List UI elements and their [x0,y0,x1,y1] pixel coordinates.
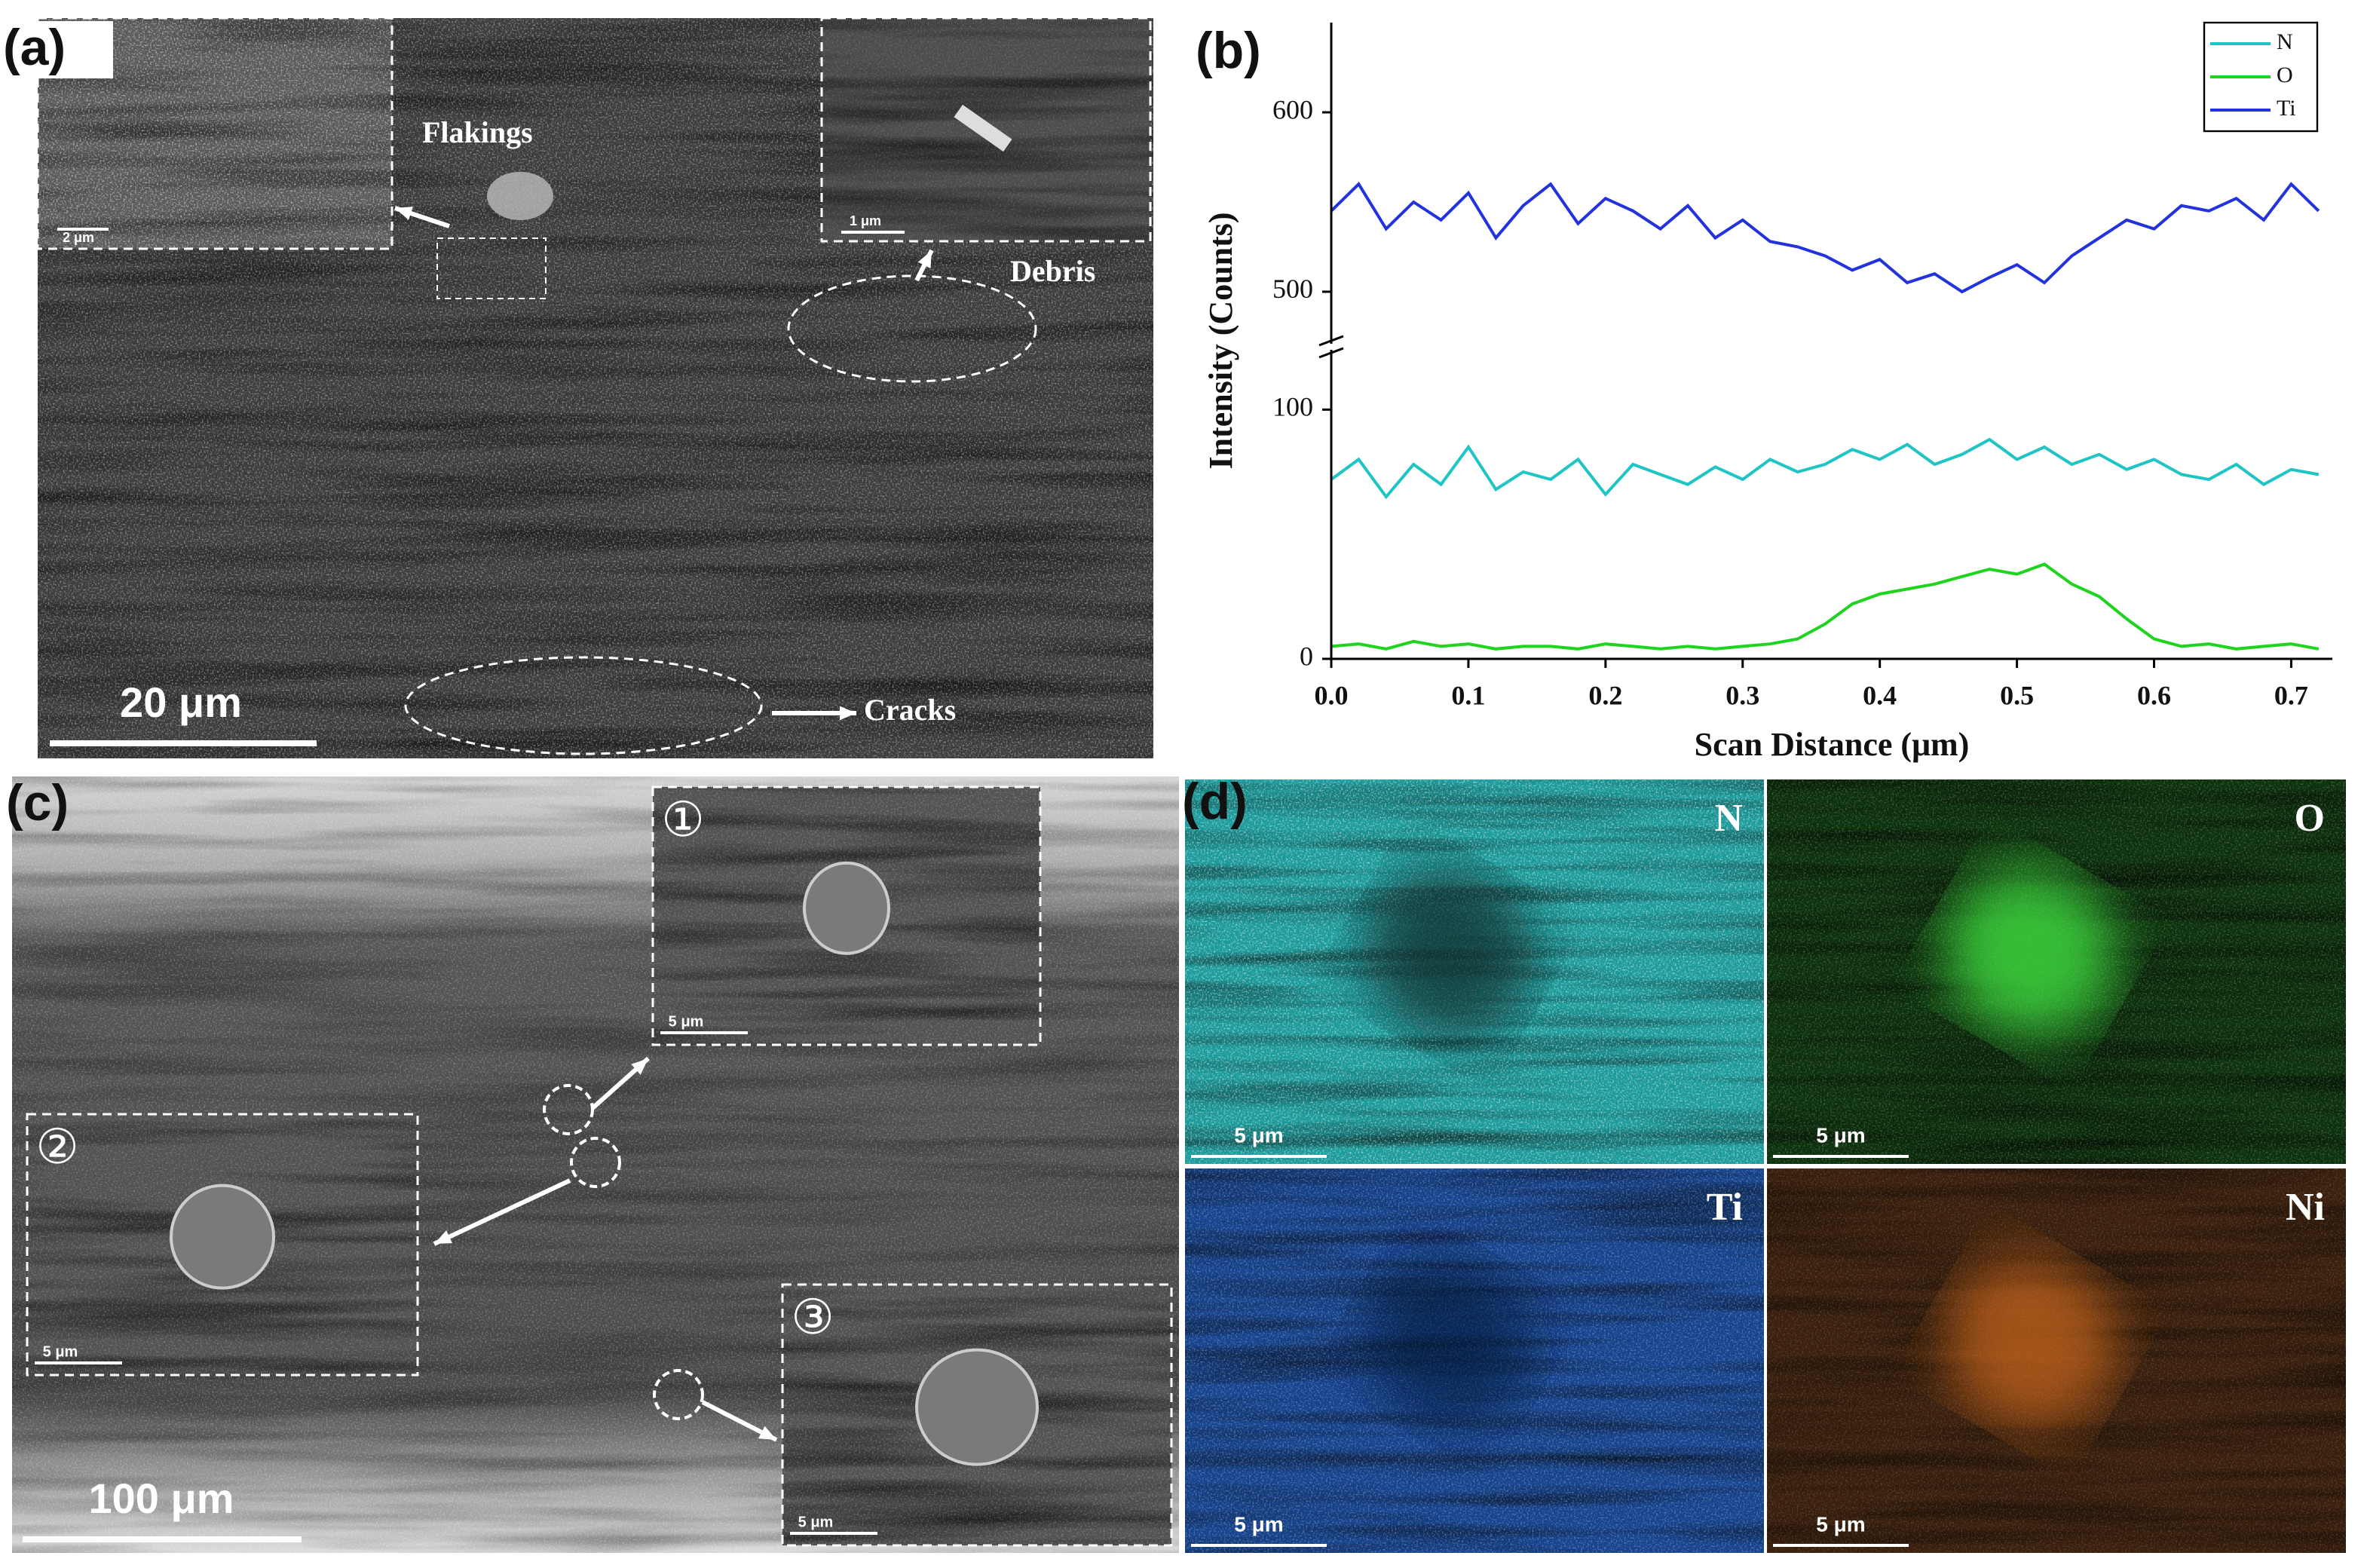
arrow-head [839,706,856,721]
inset-border [36,17,393,250]
scale-bar-label: 5 μm [1234,1512,1283,1536]
scale-bar-label: 5 μm [669,1013,704,1030]
arrow-head [631,1058,648,1075]
panel-label: (c) [6,774,69,831]
inset-border [651,786,1042,1046]
debris-region [787,274,1037,383]
legend-label: Ti [2277,96,2296,121]
x-tick-label: 0.1 [1451,680,1485,710]
element-label: Ti [1707,1186,1743,1229]
inset-number: ② [35,1119,78,1174]
y-tick-label: 500 [1272,274,1313,304]
element-map-spot [1944,868,2117,1037]
arrow-head [395,207,413,220]
arrow-head [434,1230,452,1244]
axis-break [1318,335,1344,347]
marked-spot [543,1084,594,1135]
annotation: Flakings [422,115,533,149]
panel-label: (b) [1196,22,1261,79]
scale-bar-label: 5 μm [798,1514,834,1530]
element-label: N [1714,797,1743,840]
scale-bar-label: 5 μm [43,1343,78,1360]
line-series [1331,562,2320,651]
legend-label: O [2277,63,2293,87]
flaking-spot [487,172,553,220]
scale-bar-label: 2 μm [63,230,94,245]
feature [803,861,890,955]
x-tick-label: 0.2 [1588,680,1622,710]
line-series [1330,182,2320,294]
x-axis-label: Scan Distance (μm) [1695,726,1970,763]
x-tick-label: 0.7 [2274,680,2308,710]
feature [915,1348,1039,1466]
element-label: O [2295,797,2325,840]
axis-break [1318,347,1344,359]
x-tick-label: 0.4 [1863,680,1897,710]
y-tick-label: 100 [1272,392,1313,422]
x-tick-label: 0.5 [2000,680,2034,710]
scale-bar-label: 1 μm [850,213,881,228]
cracks-region [404,656,763,755]
element-map-spot [1944,1257,2117,1426]
panel-label: (a) [3,19,66,76]
arrow-head [917,250,932,268]
annotation: Debris [1010,254,1095,288]
annotation: Cracks [864,693,956,727]
scale-bar-label: 20 μm [120,678,242,726]
figure-root: Flakings Debris Cracks 20 μm 2 μm 1 μm (a) ① 5 μ… [0,17,2346,1553]
flaking-region [436,237,547,299]
panel-label: (d) [1182,773,1248,830]
inset-number: ① [661,792,704,847]
scale-bar-label: 5 μm [1816,1512,1865,1536]
element-map-spot [1362,1257,1536,1426]
legend-label: N [2277,29,2293,54]
arrow [433,1178,571,1246]
marked-spot [570,1137,621,1188]
y-tick-label: 0 [1300,641,1313,671]
inset-number: ③ [791,1290,834,1344]
debris-particle [954,104,1012,152]
marked-spot [653,1369,704,1420]
scale-bar-label: 5 μm [1234,1123,1283,1147]
inset-border [781,1283,1173,1547]
x-tick-label: 0.6 [2137,680,2171,710]
label-bg [0,21,113,78]
x-tick-label: 0.0 [1315,680,1349,710]
element-map-spot [1362,868,1536,1037]
element-label: Ni [2286,1186,2325,1229]
scale-bar-label: 5 μm [1816,1123,1865,1147]
scale-bar-label: 100 μm [88,1475,234,1522]
inset-border [820,17,1152,243]
line-series [1330,437,2320,500]
feature [170,1184,275,1290]
x-tick-label: 0.3 [1726,680,1759,710]
y-axis-label: Intensity (Counts) [1202,212,1239,469]
y-tick-label: 600 [1272,94,1313,124]
arrow-head [758,1426,776,1440]
inset-border [26,1113,419,1377]
